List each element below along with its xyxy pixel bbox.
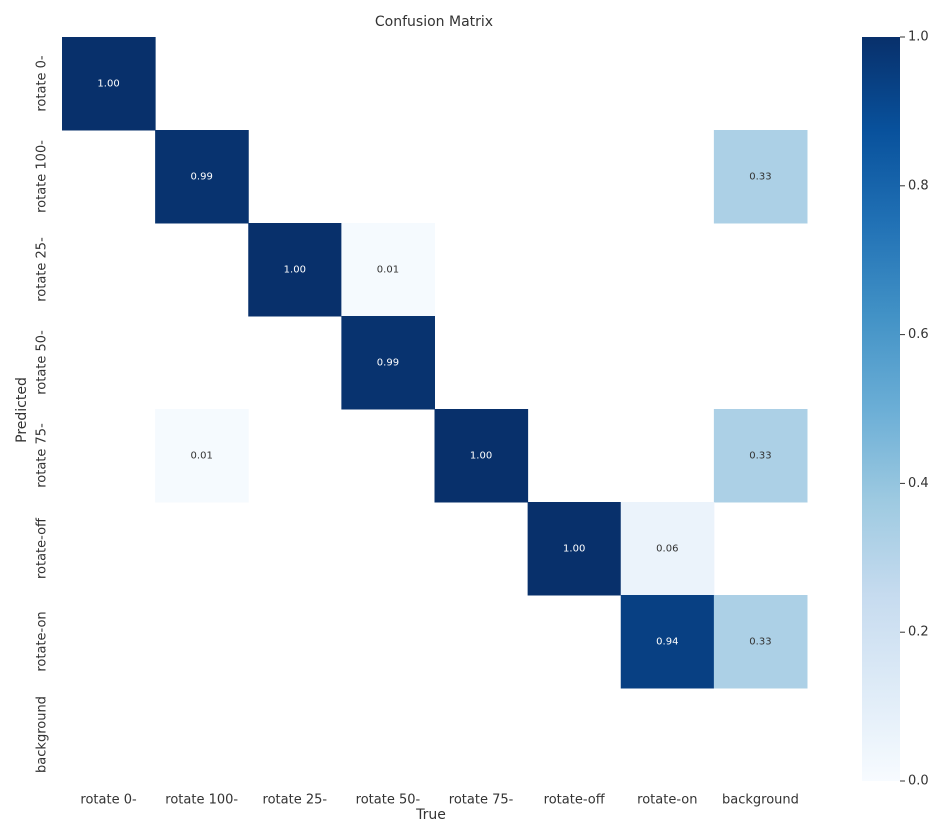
cell-label: 0.99 <box>377 358 399 369</box>
cell-label: 0.01 <box>191 451 213 462</box>
cell-label: 1.00 <box>284 265 306 276</box>
cell-label: 0.94 <box>656 637 678 648</box>
chart-title: Confusion Matrix <box>375 14 493 30</box>
y-tick-label: rotate-off <box>35 517 50 579</box>
cell-label: 0.33 <box>749 637 771 648</box>
x-tick-label: rotate 75- <box>449 793 514 808</box>
y-tick-label: rotate 25- <box>35 237 50 302</box>
x-tick-label: rotate 25- <box>263 793 328 808</box>
cell <box>620 595 715 689</box>
cell-label: 0.33 <box>749 451 771 462</box>
y-tick-label: rotate 0- <box>35 55 50 112</box>
cell <box>248 223 342 317</box>
cell-label: 0.99 <box>191 172 213 183</box>
cell-label: 1.00 <box>563 544 585 555</box>
y-axis-label: Predicted <box>14 377 30 443</box>
y-tick-label: rotate 50- <box>35 330 50 395</box>
colorbar-tick-label: 0.4 <box>908 476 929 491</box>
cell <box>341 223 435 317</box>
cell <box>62 37 156 131</box>
x-tick-label: background <box>722 793 799 808</box>
colorbar-tick-label: 0.8 <box>908 178 929 193</box>
colorbar-tick-label: 0.0 <box>908 774 929 789</box>
cell-label: 0.01 <box>377 265 399 276</box>
y-tick-label: rotate 100- <box>35 140 50 213</box>
cell-label: 0.33 <box>749 172 771 183</box>
y-tick-label: rotate-on <box>35 611 50 671</box>
x-tick-label: rotate 100- <box>165 793 238 808</box>
cell <box>713 130 808 224</box>
cell <box>341 316 435 410</box>
cell <box>434 409 529 503</box>
colorbar-tick-label: 0.2 <box>908 625 929 640</box>
cell <box>155 409 249 503</box>
x-tick-label: rotate 50- <box>356 793 421 808</box>
colorbar-tick-label: 0.6 <box>908 327 929 342</box>
cell-label: 1.00 <box>470 451 492 462</box>
cell <box>155 130 249 224</box>
x-tick-label: rotate-off <box>544 793 606 808</box>
cell <box>527 502 622 596</box>
x-tick-label: rotate-on <box>637 793 697 808</box>
cell <box>620 502 715 596</box>
x-tick-label: rotate 0- <box>80 793 137 808</box>
cell-label: 0.06 <box>656 544 678 555</box>
colorbar <box>862 37 900 781</box>
colorbar-tick-label: 1.0 <box>908 30 929 45</box>
y-tick-label: background <box>35 696 50 773</box>
x-axis-label: True <box>415 807 446 823</box>
cell-label: 1.00 <box>97 79 119 90</box>
y-tick-label: rotate 75- <box>35 423 50 488</box>
cell <box>713 595 808 689</box>
cell <box>713 409 808 503</box>
